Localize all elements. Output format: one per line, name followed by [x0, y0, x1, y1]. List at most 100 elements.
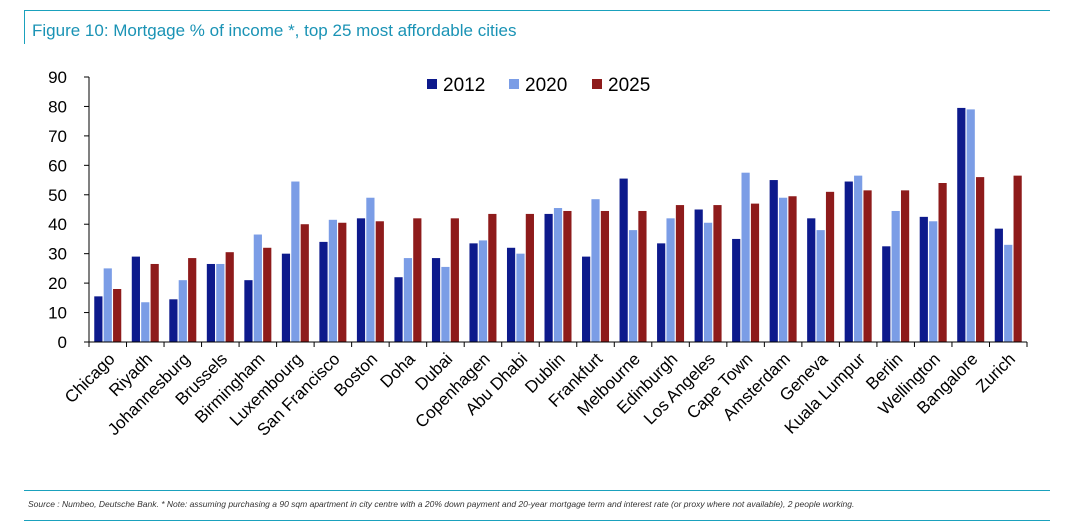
- source-footnote: Source : Numbeo, Deutsche Bank. * Note: …: [28, 499, 855, 509]
- bar-2012-berlin: [882, 246, 891, 342]
- x-axis: ChicagoRiyadhJohannesburgBrusselsBirming…: [61, 341, 1028, 440]
- bar-2020-luxembourg: [291, 181, 300, 342]
- x-tick-label: Chicago: [61, 349, 119, 407]
- bar-2020-johannesburg: [178, 280, 187, 342]
- bar-2012-kuala-lumpur: [844, 181, 853, 342]
- figure-title-accent: [24, 10, 25, 44]
- bar-2020-geneva: [816, 230, 825, 342]
- bar-2025-kuala-lumpur: [863, 190, 872, 342]
- bar-2025-wellington: [938, 183, 947, 342]
- bar-2012-amsterdam: [769, 180, 778, 342]
- bar-2012-brussels: [206, 263, 216, 342]
- bar-2020-cape-town: [741, 172, 750, 342]
- bar-2020-frankfurt: [591, 199, 600, 342]
- legend-swatch-2025: [592, 79, 602, 89]
- bar-2025-geneva: [825, 191, 835, 342]
- bar-2020-chicago: [103, 268, 112, 342]
- bar-2012-bangalore: [957, 107, 966, 342]
- bar-2025-boston: [375, 221, 384, 342]
- bar-2025-brussels: [225, 252, 234, 342]
- bar-2025-riyadh: [150, 263, 159, 342]
- bar-2020-wellington: [929, 221, 938, 342]
- bar-2012-dubai: [431, 258, 441, 342]
- bar-2025-luxembourg: [300, 224, 309, 342]
- bar-2012-dublin: [544, 213, 553, 342]
- footnote-top-rule: [24, 490, 1050, 491]
- y-axis: 0 10 20 30 40 50 60 70 80 90: [48, 68, 90, 352]
- bar-2020-riyadh: [141, 302, 150, 342]
- bar-2025-johannesburg: [188, 258, 197, 342]
- bar-2025-melbourne: [638, 210, 647, 342]
- bar-2020-dublin: [553, 208, 563, 342]
- bar-2012-birmingham: [244, 280, 253, 342]
- bar-2020-los-angeles: [703, 222, 713, 342]
- bar-2025-chicago: [113, 289, 122, 342]
- bar-2025-berlin: [900, 190, 910, 342]
- bar-2012-boston: [356, 218, 366, 342]
- bar-2020-abu-dhabi: [516, 253, 525, 342]
- legend-label-2025: 2025: [608, 75, 650, 96]
- bar-2020-doha: [403, 258, 413, 342]
- bar-2025-zurich: [1013, 175, 1022, 342]
- bars-group: [94, 107, 1022, 342]
- bar-2025-bangalore: [976, 177, 985, 342]
- y-tick-label: 70: [48, 127, 67, 146]
- y-tick-label: 90: [48, 68, 67, 87]
- bar-2020-amsterdam: [779, 197, 788, 342]
- bar-2012-edinburgh: [657, 243, 666, 342]
- y-tick-label: 50: [48, 186, 67, 205]
- x-tick-label: Boston: [330, 349, 381, 400]
- bar-2012-los-angeles: [694, 209, 703, 342]
- bar-2012-chicago: [94, 296, 103, 342]
- y-tick-label: 80: [48, 97, 67, 116]
- bar-2012-johannesburg: [169, 299, 178, 342]
- y-tick-label: 60: [48, 156, 67, 175]
- legend-swatch-2020: [509, 79, 519, 89]
- bar-2025-amsterdam: [788, 196, 797, 342]
- bar-2012-wellington: [919, 216, 928, 342]
- bar-2020-kuala-lumpur: [854, 175, 863, 342]
- figure-title: Figure 10: Mortgage % of income *, top 2…: [32, 21, 517, 40]
- bar-2020-berlin: [891, 210, 900, 342]
- bar-2012-luxembourg: [281, 253, 291, 342]
- bar-2012-san-francisco: [319, 241, 328, 342]
- x-tick-label: Doha: [377, 349, 420, 392]
- bar-2012-geneva: [807, 218, 816, 342]
- bar-2025-birmingham: [263, 247, 272, 342]
- bar-2020-birmingham: [253, 234, 262, 342]
- bar-2012-doha: [394, 277, 403, 342]
- bar-2012-zurich: [994, 228, 1003, 342]
- bar-2025-los-angeles: [713, 205, 722, 342]
- bar-2012-frankfurt: [582, 256, 591, 342]
- bar-2012-riyadh: [131, 256, 140, 342]
- bar-2020-san-francisco: [328, 219, 337, 342]
- bar-2025-edinburgh: [675, 205, 685, 342]
- footnote-bottom-rule: [24, 520, 1050, 521]
- legend: 2012 2020 2025: [427, 75, 650, 96]
- y-tick-label: 0: [58, 333, 67, 352]
- bar-2020-zurich: [1004, 244, 1013, 342]
- bar-2020-melbourne: [628, 230, 638, 342]
- bar-2025-cape-town: [750, 203, 760, 342]
- y-tick-label: 20: [48, 274, 67, 293]
- bar-2012-abu-dhabi: [506, 247, 516, 342]
- bar-2025-abu-dhabi: [525, 213, 534, 342]
- bar-chart: 0 10 20 30 40 50 60 70 80 90 ChicagoRiyadhJohanne…: [48, 68, 1028, 440]
- bar-2012-copenhagen: [469, 243, 478, 342]
- bar-2020-bangalore: [966, 109, 975, 342]
- bar-2025-dubai: [450, 218, 459, 342]
- bar-2020-boston: [366, 197, 375, 342]
- legend-swatch-2012: [427, 79, 437, 89]
- bar-2025-dublin: [563, 210, 572, 342]
- y-tick-label: 10: [48, 304, 67, 323]
- legend-label-2020: 2020: [525, 75, 567, 96]
- bar-2020-copenhagen: [478, 240, 488, 342]
- figure-top-rule: [24, 10, 1050, 11]
- x-tick-label: Zurich: [972, 349, 1019, 396]
- bar-2020-brussels: [216, 263, 225, 342]
- bar-2025-san-francisco: [338, 222, 347, 342]
- bar-2012-cape-town: [732, 238, 741, 342]
- bar-2020-dubai: [441, 266, 450, 342]
- bar-2025-frankfurt: [600, 210, 610, 342]
- bar-2020-edinburgh: [666, 218, 675, 342]
